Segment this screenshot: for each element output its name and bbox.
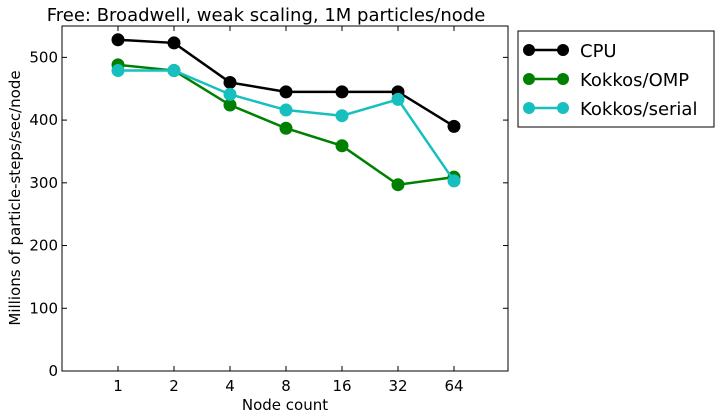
data-point: [223, 87, 237, 101]
y-tick-label: 300: [29, 174, 58, 192]
y-tick-label: 500: [29, 48, 58, 66]
data-point: [391, 178, 405, 192]
data-point: [111, 64, 125, 78]
x-tick-label: 32: [388, 377, 407, 395]
x-tick-label: 16: [332, 377, 351, 395]
data-point: [279, 103, 293, 117]
y-axis: 0 100 200 300 400 500: [29, 48, 508, 380]
x-tick-label: 1: [113, 377, 123, 395]
data-point: [111, 33, 125, 47]
data-point: [335, 85, 349, 99]
legend-marker: [523, 73, 535, 85]
legend-marker: [523, 44, 535, 56]
legend: CPU Kokkos/OMP Kokkos/serial: [517, 30, 715, 128]
legend-marker: [523, 102, 535, 114]
data-point: [223, 75, 237, 89]
y-tick-label: 100: [29, 299, 58, 317]
plot-area: [61, 25, 509, 372]
legend-label: Kokkos/OMP: [580, 70, 689, 91]
y-tick-label: 200: [29, 237, 58, 255]
data-point: [279, 121, 293, 135]
y-axis-label: Millions of particle-steps/sec/node: [6, 70, 24, 325]
data-point: [335, 109, 349, 123]
legend-marker: [557, 44, 569, 56]
data-point: [391, 92, 405, 106]
x-tick-label: 4: [225, 377, 235, 395]
chart-title: Free: Broadwell, weak scaling, 1M partic…: [47, 5, 486, 26]
data-point: [167, 36, 181, 50]
data-point: [447, 119, 461, 133]
data-point: [279, 85, 293, 99]
legend-marker: [557, 73, 569, 85]
legend-marker: [557, 102, 569, 114]
data-point: [447, 174, 461, 188]
legend-label: CPU: [580, 41, 617, 62]
data-point: [167, 64, 181, 78]
x-tick-label: 64: [444, 377, 463, 395]
legend-label: Kokkos/serial: [580, 99, 697, 120]
x-axis-label: Node count: [242, 396, 328, 414]
series-layer: [111, 33, 461, 192]
x-tick-label: 2: [169, 377, 179, 395]
y-tick-label: 0: [48, 362, 58, 380]
x-axis: 1 2 4 8 16 32 64: [113, 26, 464, 395]
y-tick-label: 400: [29, 111, 58, 129]
x-tick-label: 8: [281, 377, 291, 395]
data-point: [335, 139, 349, 153]
